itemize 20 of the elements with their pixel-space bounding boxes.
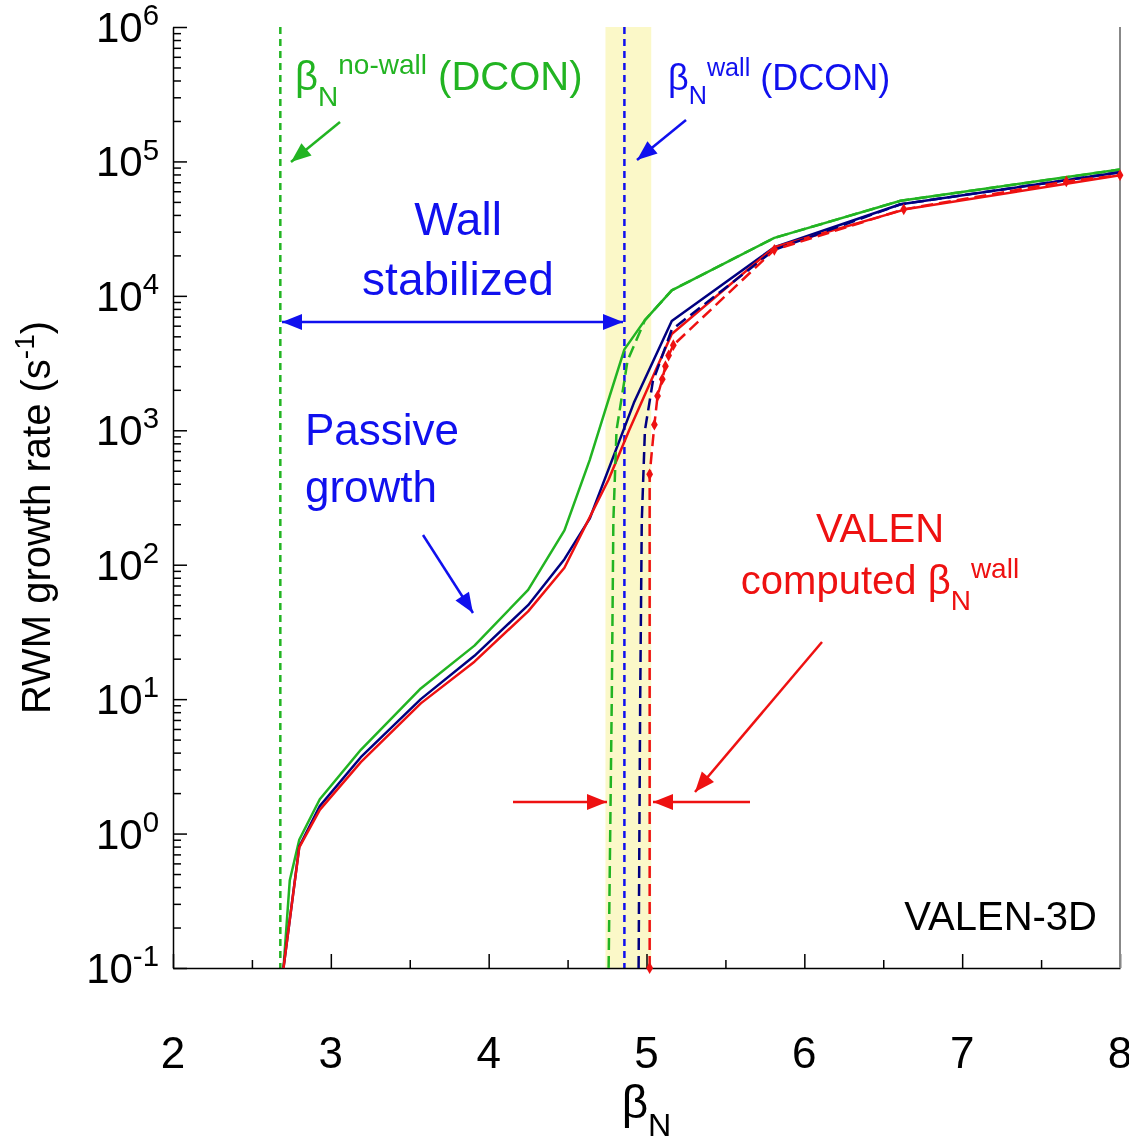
y-tick-label: 10$^{3}$ xyxy=(95,401,159,455)
y-tick-label: 10$^{2}$ xyxy=(95,535,159,589)
annotation: VALEN-3D xyxy=(904,894,1097,938)
y-tick-label: 10$^{-1}$ xyxy=(86,939,159,992)
x-axis-title: β$_{N}$ xyxy=(621,1076,672,1144)
x-tick-label: 3 xyxy=(318,1028,344,1077)
y-tick-label: 10$^{5}$ xyxy=(95,132,159,186)
x-tick-label: 4 xyxy=(476,1028,501,1077)
x-tick-label: 2 xyxy=(160,1028,186,1077)
y-tick-label: 10$^{4}$ xyxy=(95,267,159,320)
x-tick-label: 5 xyxy=(634,1028,659,1077)
annotation: β$_{N}$$^{no-wall}$ (DCON) xyxy=(295,49,583,112)
x-tick-label: 7 xyxy=(949,1028,975,1077)
x-tick-label: 6 xyxy=(792,1028,817,1077)
annotation: Wall stabilized xyxy=(362,193,554,305)
y-tick-label: 10$^{6}$ xyxy=(95,0,159,51)
y-tick-label: 10$^{0}$ xyxy=(95,804,159,858)
y-tick-label: 10$^{1}$ xyxy=(95,670,159,724)
annotation: β$_{N}$$^{wall}$ (DCON) xyxy=(668,52,891,110)
annotation: Passive growth xyxy=(305,405,460,512)
